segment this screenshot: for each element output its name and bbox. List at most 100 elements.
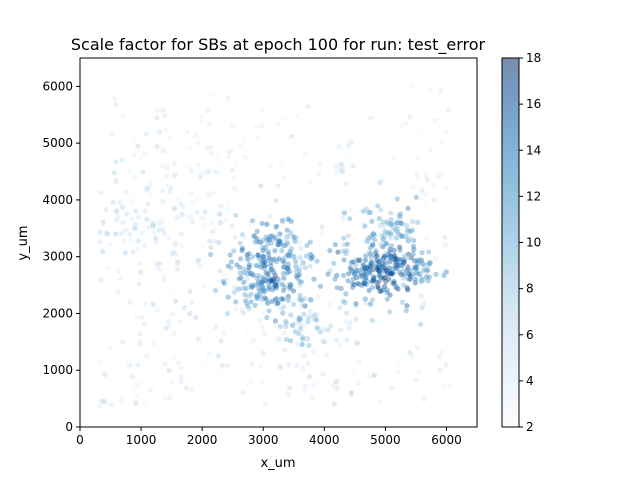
scatter-point [293,264,299,270]
x-tick-label: 3000 [248,433,279,447]
scatter-point [376,279,382,285]
scatter-point [249,107,256,113]
scatter-point [407,228,414,234]
scatter-point [426,260,432,266]
scatter-point [267,278,273,285]
scatter-point [383,250,389,256]
scatter-point [236,276,242,282]
scatter-point [178,365,184,371]
scatter-point [371,274,377,280]
scatter-point [183,385,189,391]
scatter-point [405,276,411,282]
scatter-point [385,251,391,257]
scatter-point [225,294,231,300]
scatter-point [292,328,298,334]
scatter-point [187,310,193,317]
scatter-point [381,264,387,270]
scatter-point [341,210,347,216]
scatter-point [277,364,283,370]
scatter-point [366,249,372,255]
scatter-point [394,229,400,235]
scatter-point [163,137,169,143]
scatter-point [258,280,264,286]
scatter-point [378,178,384,184]
scatter-point [349,371,356,377]
scatter-point [210,190,216,196]
scatter-point [272,273,278,279]
scatter-point [380,275,386,281]
scatter-point [409,218,415,225]
scatter-point [394,257,400,263]
scatter-point [264,301,270,307]
scatter-point [166,322,172,328]
scatter-point [118,397,124,403]
scatter-point [239,199,245,205]
scatter-point [400,275,406,281]
scatter-point [413,271,419,277]
scatter-point [274,295,280,302]
scatter-point [139,230,145,236]
scatter-point [276,238,282,244]
scatter-point [277,323,283,330]
scatter-point [340,298,346,304]
scatter-point [143,131,149,137]
scatter-point [215,239,221,245]
scatter-point [262,262,268,269]
scatter-point [148,181,154,187]
scatter-point [197,174,203,180]
scatter-point [283,234,289,240]
scatter-point [408,273,414,279]
scatter-point [440,202,446,208]
scatter-point [250,338,256,344]
scatter-point [184,129,190,136]
scatter-point [231,248,237,254]
scatter-point [354,340,360,346]
scatter-point [267,163,273,169]
scatter-point [320,371,326,377]
scatter-point [255,276,261,282]
scatter-point [267,213,273,219]
scatter-point [254,239,260,245]
scatter-point [437,367,444,374]
scatter-point [201,170,207,176]
scatter-point [420,261,426,267]
scatter-point [353,301,359,307]
scatter-point [412,377,419,383]
scatter-point [208,150,214,156]
scatter-point [267,284,273,290]
scatter-point [130,301,136,307]
plot-frame [79,57,478,428]
scatter-point [262,295,268,301]
scatter-point [341,272,347,279]
scatter-point [315,311,321,317]
scatter-point [349,139,355,145]
scatter-point [278,240,284,246]
scatter-point [350,163,356,169]
scatter-point [223,140,229,146]
scatter-point [302,384,308,390]
scatter-point [297,255,303,261]
scatter-point [255,272,261,279]
scatter-point [172,172,178,179]
scatter-point [218,338,224,344]
scatter-point [397,244,403,250]
scatter-point [241,270,247,276]
scatter-point [273,225,279,231]
scatter-point [273,198,279,204]
scatter-point [444,185,450,191]
scatter-point [280,287,287,294]
scatter-point [162,149,168,155]
scatter-point [248,284,255,290]
scatter-point [248,299,254,305]
scatter-point [130,374,136,380]
scatter-point [397,214,403,220]
scatter-point [142,208,148,214]
scatter-point [238,306,244,312]
scatter-point [261,277,267,283]
scatter-point [257,288,263,294]
scatter-point [417,258,423,264]
scatter-point [246,262,252,268]
scatter-point [297,296,303,302]
scatter-point [399,299,405,305]
